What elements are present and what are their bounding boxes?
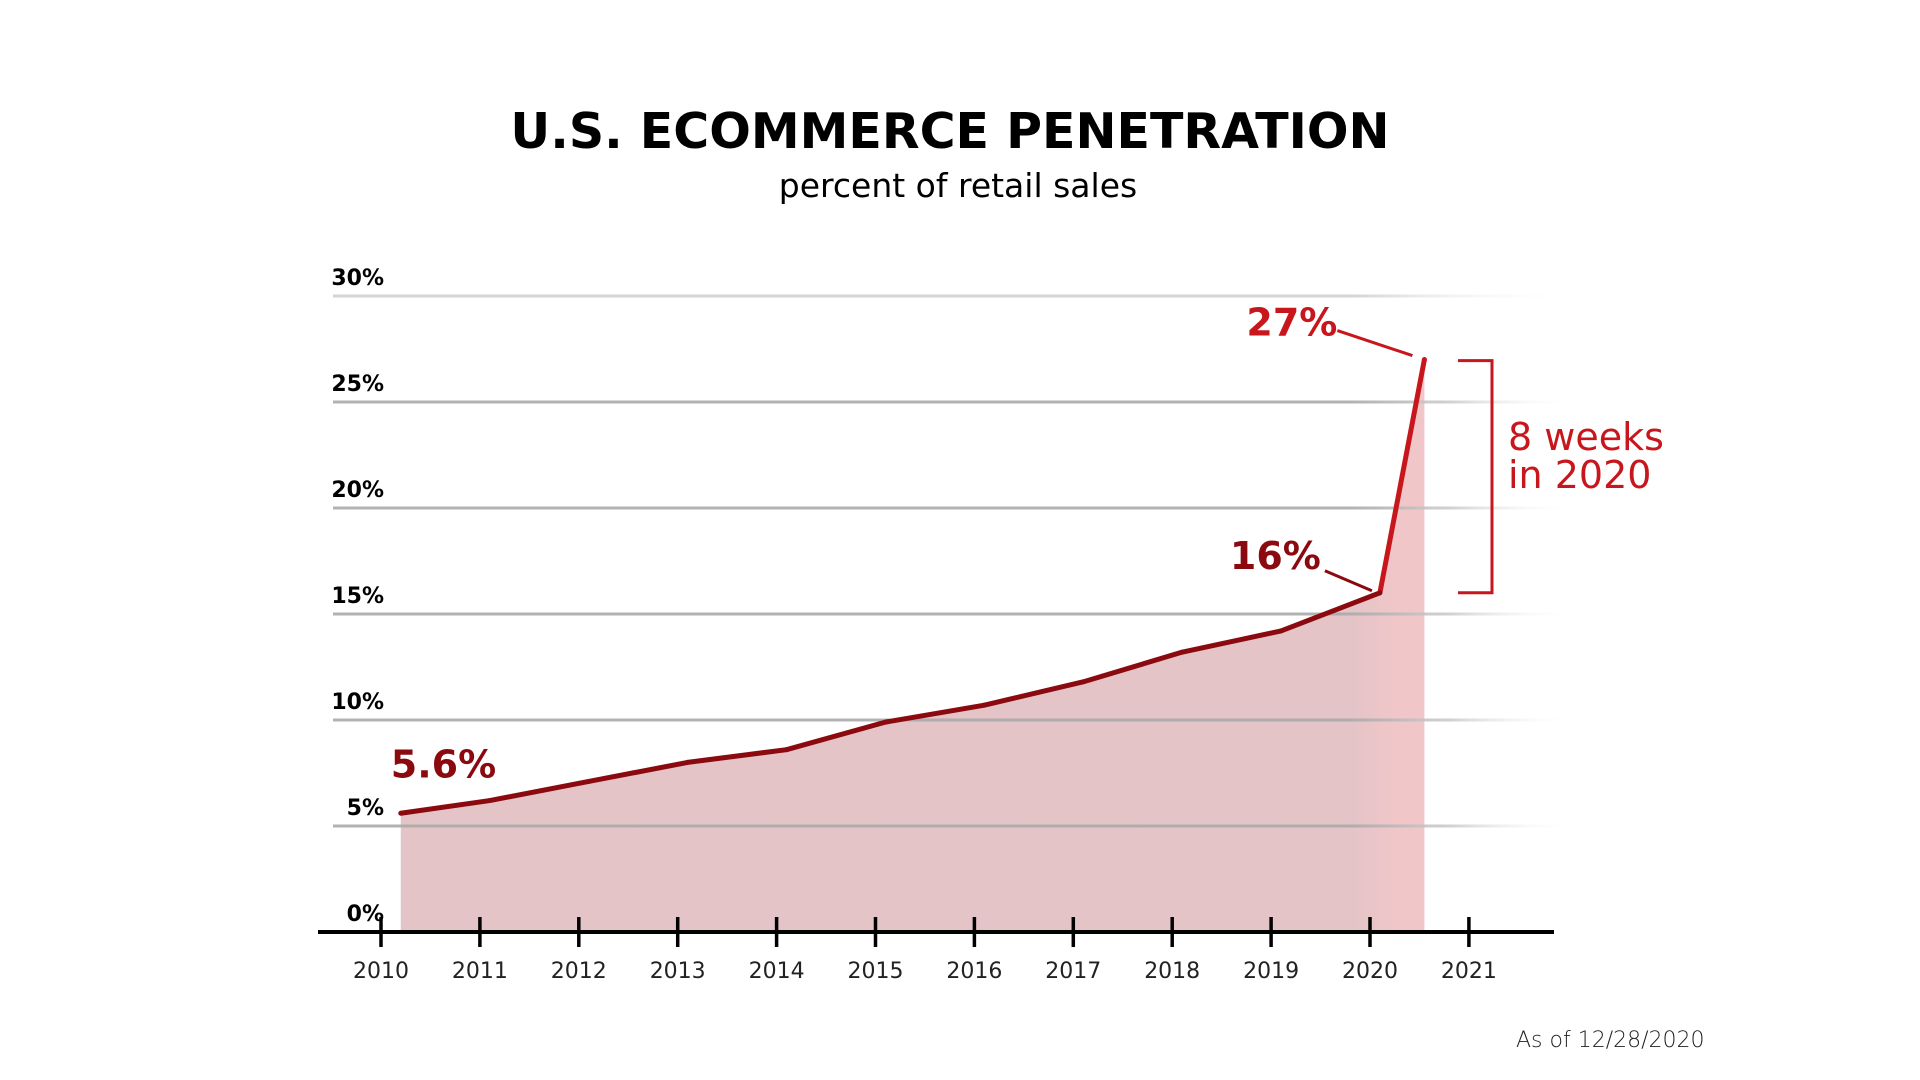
chart-subtitle: percent of retail sales: [778, 166, 1138, 205]
x-tick-label: 2021: [1441, 959, 1497, 984]
gridline-5: [333, 824, 1575, 828]
gridline-25: [333, 400, 1575, 404]
x-tick-label: 2020: [1342, 959, 1398, 984]
x-tick-label: 2015: [848, 959, 904, 984]
y-tick-label: 30%: [331, 266, 384, 291]
x-tick-label: 2010: [353, 959, 409, 984]
area-layer: [400, 359, 1425, 933]
data-point: [1179, 649, 1185, 655]
data-point: [1421, 357, 1427, 363]
x-tick-label: 2014: [749, 959, 805, 984]
data-point: [1080, 679, 1086, 685]
data-point: [783, 747, 789, 753]
data-point: [685, 759, 691, 765]
data-point: [981, 702, 987, 708]
bracket-label-line-2: in 2020: [1508, 453, 1651, 497]
footnote-date: As of 12/28/2020: [1516, 1028, 1705, 1053]
data-point: [1377, 590, 1383, 596]
data-point: [882, 719, 888, 725]
label-start-value: 5.6%: [391, 742, 496, 786]
area-fill: [400, 359, 1425, 933]
gridlines: [333, 294, 1575, 828]
x-tick-label: 2013: [650, 959, 706, 984]
x-axis-labels: 2010 2011 2012 2013 2014 2015 2016 2017 2018 2019…: [353, 959, 1497, 984]
x-tick-label: 2011: [452, 959, 508, 984]
y-tick-label: 5%: [347, 796, 384, 821]
x-tick-label: 2017: [1045, 959, 1101, 984]
data-point: [487, 798, 493, 804]
label-peak-value: 27%: [1246, 301, 1337, 345]
y-tick-label: 20%: [331, 478, 384, 503]
gridline-20: [333, 506, 1575, 510]
x-tick-label: 2019: [1243, 959, 1299, 984]
leader-line-16: [1324, 569, 1373, 593]
bracket-label-line-1: 8 weeks: [1508, 415, 1664, 459]
x-axis: [318, 917, 1554, 947]
data-point: [586, 778, 592, 784]
gridline-10: [333, 718, 1575, 722]
data-point: [398, 810, 404, 816]
y-axis-labels: 0% 5% 10% 15% 20% 25% 30%: [331, 266, 384, 927]
data-point: [1278, 628, 1284, 634]
gridline-15: [333, 612, 1575, 616]
y-tick-label: 15%: [331, 584, 384, 609]
leader-line-27: [1336, 329, 1413, 358]
x-tick-label: 2012: [551, 959, 607, 984]
series-line: [398, 357, 1427, 816]
x-tick-label: 2016: [946, 959, 1002, 984]
y-tick-label: 0%: [347, 902, 384, 927]
gridline-30: [333, 294, 1575, 298]
x-tick-label: 2018: [1144, 959, 1200, 984]
y-tick-label: 25%: [331, 372, 384, 397]
chart-title: U.S. ECOMMERCE PENETRATION: [510, 103, 1390, 160]
label-pre-surge-value: 16%: [1230, 534, 1321, 578]
bracket-8-weeks: [1458, 359, 1494, 595]
y-tick-label: 10%: [331, 690, 384, 715]
series-line-surge: [1377, 357, 1427, 596]
